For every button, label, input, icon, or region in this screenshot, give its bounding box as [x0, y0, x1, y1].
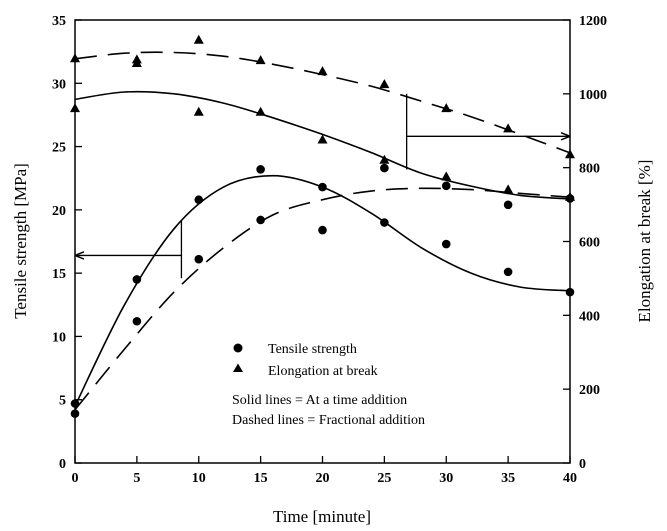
note-dashed-lines: Dashed lines = Fractional addition: [232, 413, 425, 428]
x-axis-title: Time [minute]: [273, 507, 371, 526]
elongation-point: [193, 106, 204, 116]
elongation-point: [131, 54, 142, 64]
tensile-strength-point: [380, 218, 389, 227]
solid-fit-curve: [74, 174, 571, 407]
elongation-point: [441, 103, 452, 113]
y-right-tick-label: 0: [579, 457, 586, 472]
x-tick-label: 30: [439, 471, 453, 486]
tensile-strength-point: [132, 275, 142, 284]
y-left-tick-label: 15: [52, 267, 66, 282]
x-tick-label: 5: [133, 471, 140, 486]
tensile-strength-point: [70, 399, 80, 408]
y-right-tick-label: 200: [579, 383, 600, 398]
y-axis-left-ticks: 0 5 10 15 20 25 30 35: [52, 14, 82, 472]
y-left-tick-label: 35: [52, 14, 66, 29]
legend: Tensile strength Elongation at break: [233, 342, 378, 379]
y-right-tick-label: 600: [579, 236, 600, 251]
tensile-strength-point: [441, 181, 451, 191]
elongation-point: [255, 106, 266, 116]
elongation-point: [503, 123, 514, 133]
tensile-strength-point: [256, 215, 265, 225]
elongation-point: [255, 55, 266, 65]
tensile-strength-point: [194, 195, 204, 205]
x-tick-label: 25: [377, 471, 391, 486]
y-right-tick-label: 400: [579, 309, 600, 324]
y-right-tick-label: 800: [579, 162, 600, 177]
tensile-strength-point: [441, 239, 451, 249]
x-tick-label: 10: [192, 471, 206, 486]
x-tick-label: 15: [254, 471, 268, 486]
tensile-strength-point: [503, 267, 513, 277]
elongation-point: [70, 53, 80, 63]
y-axis-right-title: Elongation at break [%]: [635, 160, 654, 323]
legend-label-elongation: Elongation at break: [268, 364, 378, 379]
tensile-strength-point: [70, 409, 80, 418]
y-left-tick-label: 5: [59, 394, 66, 409]
elongation-point: [379, 154, 390, 164]
elongation-point: [379, 79, 390, 89]
data-points: [70, 34, 575, 418]
x-tick-label: 0: [72, 471, 79, 486]
x-axis-ticks: 0 5 10 15 20 25 30 35 40: [72, 456, 577, 486]
y-axis-right-ticks: 0 200 400 600 800 1000 1200: [563, 14, 607, 472]
elongation-point: [317, 66, 328, 76]
tensile-strength-point: [256, 165, 265, 174]
solid-fit-curve: [74, 90, 571, 200]
y-axis-left-title: Tensile strength [MPa]: [11, 163, 30, 319]
y-right-tick-label: 1000: [579, 88, 607, 103]
y-left-tick-label: 30: [52, 77, 66, 92]
tensile-strength-point: [565, 287, 575, 297]
y-left-tick-label: 20: [52, 204, 66, 219]
x-tick-label: 20: [316, 471, 330, 486]
tensile-strength-point: [194, 254, 204, 264]
axis-indicator-arrows: [75, 93, 570, 279]
tensile-strength-point: [380, 163, 389, 173]
tensile-strength-point: [318, 182, 327, 192]
legend-triangle-marker: [233, 363, 243, 372]
elongation-point: [317, 134, 328, 144]
y-left-tick-label: 25: [52, 141, 66, 156]
tensile-strength-point: [503, 200, 513, 210]
tensile-strength-point: [132, 316, 142, 326]
x-tick-label: 35: [501, 471, 515, 486]
elongation-point: [565, 191, 575, 201]
legend-label-tensile: Tensile strength: [268, 342, 357, 357]
y-left-tick-label: 10: [52, 330, 66, 345]
tensile-strength-point: [318, 225, 327, 235]
legend-circle-marker: [233, 343, 243, 353]
y-right-tick-label: 1200: [579, 14, 607, 29]
y-left-tick-label: 0: [59, 457, 66, 472]
elongation-point: [70, 103, 80, 113]
elongation-point: [503, 184, 514, 194]
x-tick-label: 40: [563, 471, 577, 486]
elongation-point: [441, 171, 452, 181]
note-solid-lines: Solid lines = At a time addition: [232, 393, 407, 408]
elongation-point: [565, 149, 575, 159]
elongation-point: [193, 34, 204, 44]
